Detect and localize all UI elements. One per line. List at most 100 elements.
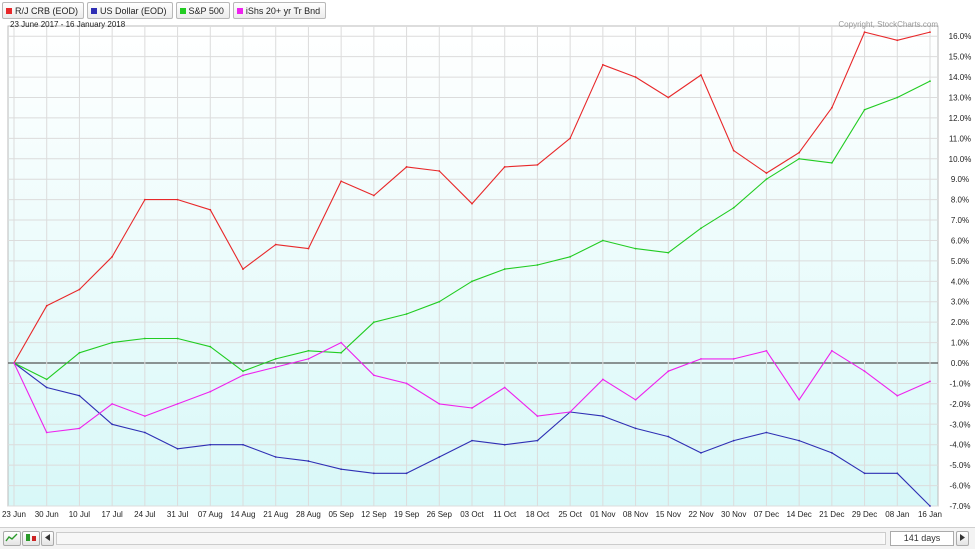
x-tick-label: 31 Jul bbox=[167, 510, 189, 519]
y-tick-label: 12.0% bbox=[949, 114, 972, 123]
data-point bbox=[111, 423, 114, 426]
x-tick-label: 29 Dec bbox=[852, 510, 877, 519]
data-point bbox=[667, 370, 670, 373]
y-tick-label: -5.0% bbox=[950, 461, 971, 470]
y-tick-label: 8.0% bbox=[951, 196, 969, 205]
x-tick-label: 14 Dec bbox=[786, 510, 811, 519]
days-field[interactable]: 141 days bbox=[890, 531, 954, 546]
data-point bbox=[45, 431, 48, 434]
data-point bbox=[503, 166, 506, 168]
legend-item-tlt[interactable]: iShs 20+ yr Tr Bnd bbox=[232, 2, 327, 19]
data-point bbox=[372, 321, 375, 324]
scrollbar-thumb[interactable] bbox=[57, 533, 883, 544]
series-lines bbox=[13, 31, 931, 507]
x-tick-label: 12 Sep bbox=[361, 510, 387, 519]
legend-swatch bbox=[179, 7, 186, 14]
data-point bbox=[732, 358, 735, 360]
data-point bbox=[372, 374, 375, 377]
y-tick-label: -2.0% bbox=[950, 400, 971, 409]
data-point bbox=[601, 63, 604, 66]
data-point bbox=[340, 180, 343, 183]
data-point bbox=[372, 194, 375, 197]
data-point bbox=[503, 386, 506, 389]
data-point bbox=[798, 398, 801, 401]
legend-item-rj-crb[interactable]: R/J CRB (EOD) bbox=[2, 2, 84, 19]
data-point bbox=[765, 172, 768, 174]
data-point bbox=[176, 447, 179, 450]
data-point bbox=[176, 337, 179, 340]
data-point bbox=[536, 264, 539, 266]
data-point bbox=[111, 255, 114, 258]
y-tick-label: 2.0% bbox=[951, 318, 969, 327]
data-point bbox=[209, 208, 212, 211]
y-tick-label: 16.0% bbox=[949, 32, 972, 41]
data-point bbox=[307, 247, 310, 250]
legend-item-us-dollar[interactable]: US Dollar (EOD) bbox=[87, 2, 173, 19]
y-tick-label: 7.0% bbox=[951, 216, 969, 225]
x-tick-label: 08 Jan bbox=[885, 510, 909, 519]
data-point bbox=[143, 337, 146, 340]
triangle-left-icon bbox=[45, 534, 50, 541]
data-point bbox=[700, 358, 702, 360]
data-point bbox=[242, 374, 244, 377]
data-point bbox=[798, 439, 801, 442]
x-tick-label: 28 Aug bbox=[296, 510, 321, 519]
scrollbar[interactable] bbox=[56, 532, 886, 545]
x-tick-label: 01 Nov bbox=[590, 510, 615, 519]
x-axis-ticks: 23 Jun 30 Jun 10 Jul 17 Jul 24 Jul 31 Jul 07 A… bbox=[2, 510, 942, 519]
data-point bbox=[45, 386, 48, 389]
data-point bbox=[569, 411, 572, 413]
performance-chart: 16.0% 15.0% 14.0% 13.0% 12.0% 11.0% 10.0% 9.0% 8… bbox=[2, 20, 972, 519]
y-tick-label: -4.0% bbox=[950, 441, 971, 450]
x-tick-label: 05 Sep bbox=[328, 510, 354, 519]
x-tick-label: 03 Oct bbox=[460, 510, 484, 519]
data-point bbox=[209, 390, 212, 393]
y-tick-label: 11.0% bbox=[949, 134, 971, 143]
data-point bbox=[863, 108, 866, 111]
indicator-icon bbox=[26, 534, 36, 541]
data-point bbox=[536, 439, 539, 442]
y-tick-label: -1.0% bbox=[950, 379, 971, 388]
data-point bbox=[765, 178, 768, 181]
scroll-left-button[interactable] bbox=[41, 531, 54, 546]
data-point bbox=[896, 394, 899, 397]
data-point bbox=[78, 394, 81, 397]
x-tick-label: 18 Oct bbox=[526, 510, 550, 519]
data-point bbox=[78, 351, 81, 354]
data-point bbox=[242, 370, 244, 373]
data-point bbox=[700, 74, 702, 76]
data-point bbox=[274, 366, 277, 369]
data-point bbox=[438, 170, 441, 172]
data-point bbox=[405, 313, 408, 315]
data-point bbox=[569, 255, 572, 258]
y-tick-label: 5.0% bbox=[951, 257, 969, 266]
data-point bbox=[634, 427, 637, 430]
indicator-button[interactable] bbox=[22, 531, 40, 546]
data-point bbox=[634, 247, 637, 250]
y-axis-ticks: 16.0% 15.0% 14.0% 13.0% 12.0% 11.0% 10.0% 9.0% 8… bbox=[949, 32, 972, 511]
data-point bbox=[863, 31, 866, 34]
y-tick-label: -3.0% bbox=[950, 420, 971, 429]
x-tick-label: 25 Oct bbox=[558, 510, 582, 519]
data-point bbox=[471, 407, 473, 409]
x-tick-label: 22 Nov bbox=[688, 510, 713, 519]
data-point bbox=[765, 349, 768, 352]
copyright-label: Copyright, StockCharts.com bbox=[838, 20, 938, 29]
legend-item-sp500[interactable]: S&P 500 bbox=[175, 2, 230, 19]
data-point bbox=[111, 402, 114, 405]
data-point bbox=[765, 431, 768, 434]
data-point bbox=[405, 472, 408, 475]
x-tick-label: 26 Sep bbox=[427, 510, 453, 519]
data-point bbox=[601, 239, 604, 242]
data-point bbox=[13, 362, 15, 364]
chart-type-button[interactable] bbox=[3, 531, 21, 546]
data-point bbox=[700, 227, 702, 230]
data-point bbox=[601, 415, 604, 418]
plot-background bbox=[7, 25, 939, 507]
x-tick-label: 19 Sep bbox=[394, 510, 420, 519]
data-point bbox=[536, 163, 539, 166]
data-point bbox=[503, 443, 506, 446]
data-point bbox=[78, 427, 81, 430]
data-point bbox=[830, 349, 833, 352]
scroll-right-button[interactable] bbox=[956, 531, 969, 546]
